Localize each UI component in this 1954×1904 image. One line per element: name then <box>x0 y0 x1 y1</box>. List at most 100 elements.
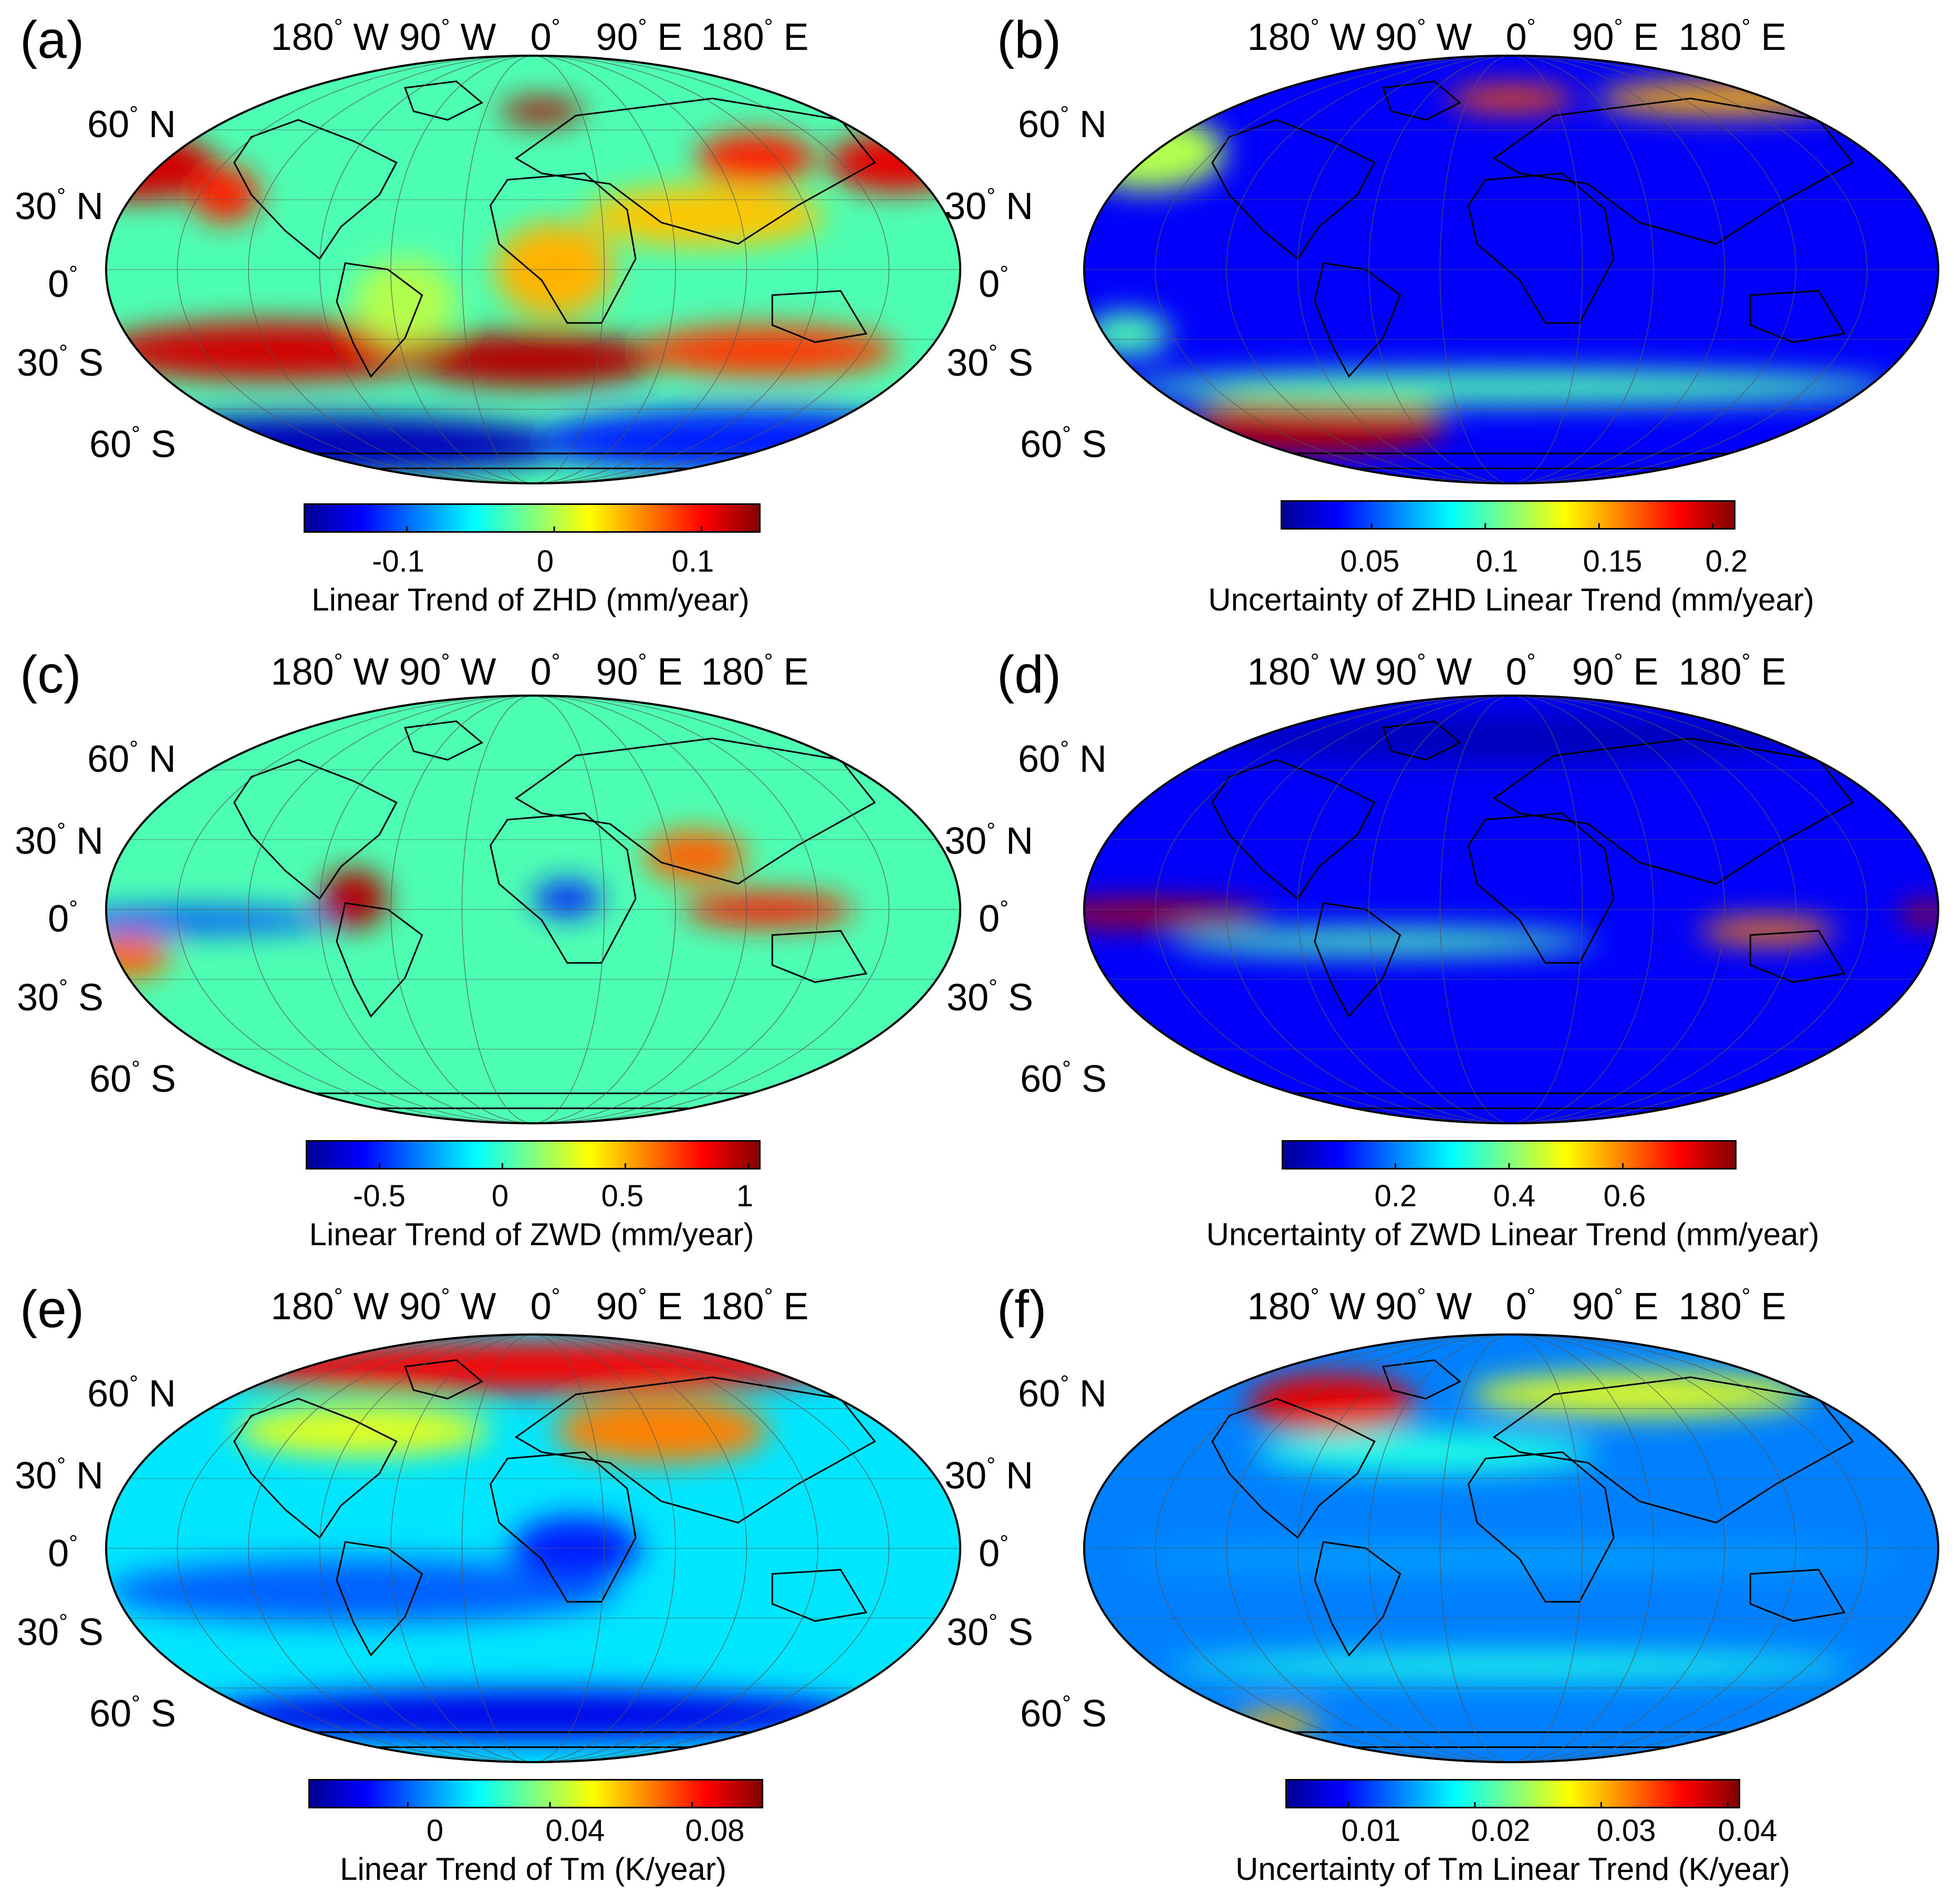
meridian-line <box>248 1334 818 1762</box>
lon-label-90e: 90° E <box>1572 14 1659 58</box>
lon-label-90e: 90° E <box>1572 649 1659 693</box>
map-frame <box>105 1333 961 1763</box>
degree-symbol: ° <box>986 818 995 843</box>
map-plot-c <box>105 695 961 1170</box>
colorbar-tick-label: 0.04 <box>545 1814 605 1848</box>
degree-symbol: ° <box>989 975 997 999</box>
colorbar-gradient <box>306 1140 761 1170</box>
field-anomaly <box>1246 1373 1418 1433</box>
lon-label-0: 0° <box>530 14 560 58</box>
lat-label-30n: 30° N <box>15 183 103 227</box>
field-anomaly <box>1212 712 1811 764</box>
coastline <box>1492 737 1854 885</box>
degree-symbol: ° <box>334 649 343 674</box>
field-layer <box>1084 56 1938 483</box>
coastline <box>1314 902 1401 1018</box>
meridian-line <box>1226 56 1796 483</box>
colorbar-tick-label: 0 <box>426 1814 444 1848</box>
field-anomaly <box>191 1689 875 1741</box>
coastline <box>1468 1451 1615 1603</box>
degree-symbol: ° <box>1062 1056 1071 1081</box>
lat-label-30s: 30° S <box>17 340 103 384</box>
field-anomaly <box>106 320 456 381</box>
coastline <box>1211 759 1376 900</box>
degree-symbol: ° <box>989 340 997 365</box>
field-anomaly <box>1447 85 1575 111</box>
coastline <box>1749 930 1846 983</box>
field-anomaly <box>354 258 456 345</box>
map-plot-d <box>1083 695 1939 1170</box>
meridian-line <box>248 56 818 483</box>
degree-symbol: ° <box>69 261 78 286</box>
colorbar <box>306 1140 761 1170</box>
colorbar-gradient <box>1281 500 1735 530</box>
degree-symbol: ° <box>638 649 647 674</box>
panel-d: (d) 180° W 90° W 0° 90° E 180° E 60° N 3… <box>944 635 1954 1269</box>
meridian-line <box>176 1334 890 1762</box>
colorbar-tick-label: 0.03 <box>1596 1814 1656 1848</box>
lon-label-180e: 180° E <box>1678 649 1786 693</box>
coastline <box>404 720 484 761</box>
coastline <box>1468 812 1615 964</box>
meridian-line <box>461 696 605 1123</box>
coastline <box>233 759 398 900</box>
meridian-line <box>390 1334 676 1762</box>
coastline <box>1314 262 1401 378</box>
meridian-line <box>461 56 605 483</box>
coastline <box>404 80 484 121</box>
colorbar-tick-label: 0.5 <box>601 1179 644 1213</box>
field-anomaly <box>1084 901 1268 927</box>
meridian-line <box>1439 1334 1583 1762</box>
lat-label-30n: 30° N <box>15 818 103 862</box>
degree-symbol: ° <box>1000 261 1009 286</box>
lon-label-180e: 180° E <box>701 649 809 693</box>
field-anomaly <box>1899 903 1938 925</box>
coastline <box>1382 80 1462 121</box>
field-anomaly <box>1127 370 1896 405</box>
coastline <box>514 97 876 245</box>
degree-symbol: ° <box>1062 421 1071 446</box>
lon-label-180e: 180° E <box>1678 1284 1786 1328</box>
lat-label-30n: 30° N <box>944 818 1033 862</box>
meridian-line <box>1155 56 1868 483</box>
field-anomaly <box>106 1559 619 1623</box>
degree-symbol: ° <box>1741 1284 1751 1308</box>
meridian-line <box>390 696 676 1123</box>
map-frame <box>1083 1333 1939 1763</box>
coastline <box>1749 1569 1846 1622</box>
colorbar-gradient <box>1285 1779 1740 1808</box>
coastline <box>1211 119 1376 260</box>
coastline <box>490 812 637 964</box>
degree-symbol: ° <box>989 1609 997 1634</box>
graticule <box>106 1334 960 1762</box>
meridian-line <box>176 696 890 1123</box>
degree-symbol: ° <box>131 1691 140 1715</box>
field-anomaly <box>1191 394 1448 454</box>
graticule <box>106 56 960 483</box>
degree-symbol: ° <box>638 14 647 39</box>
field-anomaly <box>533 882 602 916</box>
lon-label-90w: 90° W <box>399 14 496 58</box>
coastline <box>404 1359 484 1400</box>
degree-symbol: ° <box>551 1284 560 1308</box>
lon-label-90w: 90° W <box>1375 1284 1472 1328</box>
colorbar-tick-label: 1 <box>736 1179 754 1213</box>
panel-label: (f) <box>997 1280 1047 1339</box>
colorbar-title: Uncertainty of ZHD Linear Trend (mm/year… <box>1208 582 1814 617</box>
degree-symbol: ° <box>551 14 560 39</box>
lat-label-60n: 60° N <box>87 736 176 780</box>
lon-label-180w: 180° W <box>271 1284 389 1328</box>
degree-symbol: ° <box>59 1609 68 1634</box>
lat-label-30s: 30° S <box>947 1609 1033 1653</box>
field-anomaly <box>584 186 824 246</box>
colorbar-tick-label: -0.5 <box>353 1179 406 1213</box>
colorbar-tick-label: 0.01 <box>1341 1814 1401 1848</box>
colorbar-title: Uncertainty of Tm Linear Trend (K/year) <box>1235 1851 1790 1887</box>
field-anomaly <box>554 1399 768 1463</box>
map-plot-b <box>1083 55 1939 530</box>
degree-symbol: ° <box>129 1371 138 1395</box>
lon-label-180e: 180° E <box>1678 14 1786 58</box>
degree-symbol: ° <box>1060 736 1069 761</box>
degree-symbol: ° <box>129 736 138 761</box>
degree-symbol: ° <box>1417 1284 1426 1308</box>
